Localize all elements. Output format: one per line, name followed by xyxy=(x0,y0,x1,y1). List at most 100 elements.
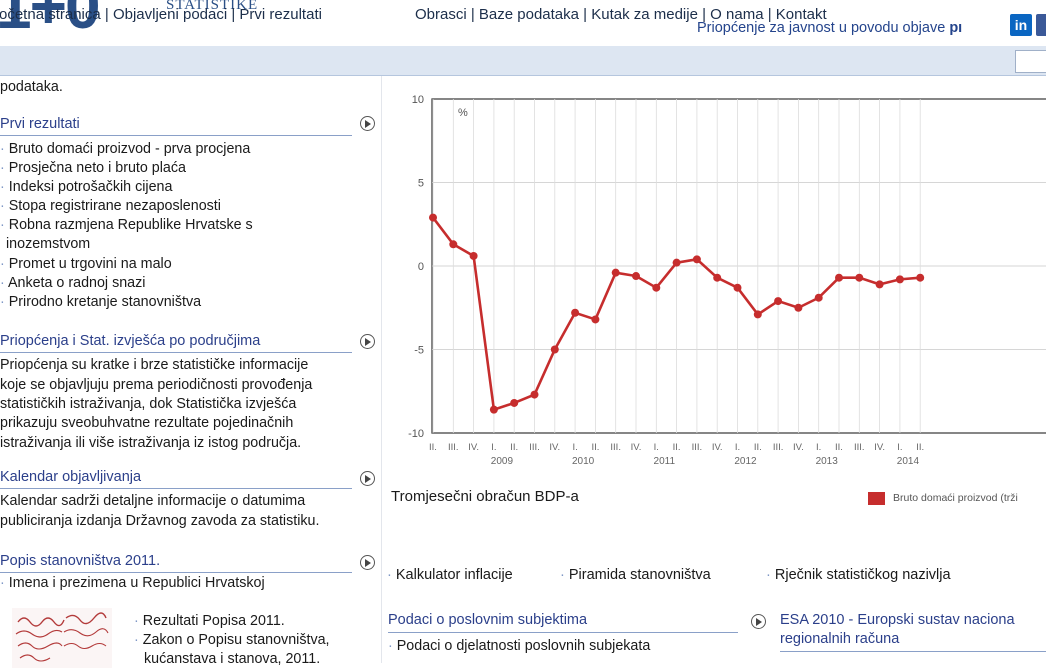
data-point[interactable] xyxy=(429,213,437,222)
linkedin-icon[interactable]: in xyxy=(1010,14,1032,36)
section-divider xyxy=(0,572,352,573)
y-tick-label: 0 xyxy=(418,261,424,273)
quick-link-piramida[interactable]: · Piramida stanovništva xyxy=(560,567,711,583)
box-title-esa-line2[interactable]: regionalnih računa xyxy=(780,631,900,647)
quick-link-rjecnik[interactable]: · Rječnik statističkog nazivlja xyxy=(766,567,951,583)
list-item-continued[interactable]: kućanstava i stanova, 2011. xyxy=(144,651,321,667)
list-item[interactable]: · Imena i prezimena u Republici Hrvatsko… xyxy=(0,575,265,591)
section-divider xyxy=(0,488,352,489)
data-point[interactable] xyxy=(855,273,864,282)
nav-left-links[interactable]: očetna stranica | Objavljeni podaci | Pr… xyxy=(0,6,322,23)
list-item-continued[interactable]: inozemstvom xyxy=(6,236,91,252)
section-title-kalendar[interactable]: Kalendar objavljivanja xyxy=(0,469,142,485)
section-divider xyxy=(0,135,352,136)
play-arrow-icon[interactable] xyxy=(360,334,375,349)
data-point[interactable] xyxy=(652,283,661,292)
chart-grid xyxy=(431,98,1046,434)
list-item[interactable]: · Robna razmjena Republike Hrvatske s xyxy=(0,217,253,233)
data-point[interactable] xyxy=(895,275,904,284)
x-tick-label: I. xyxy=(491,442,496,453)
paragraph-line: Kalendar sadrži detaljne informacije o d… xyxy=(0,493,306,509)
data-point[interactable] xyxy=(713,273,722,282)
x-tick-label: III. xyxy=(773,442,784,453)
search-input[interactable] xyxy=(1015,50,1046,73)
y-tick-labels: 10 5 0 -5 -10 xyxy=(408,94,424,440)
chart-caption[interactable]: Tromjesečni obračun BDP-a xyxy=(391,488,579,505)
box-title-poslovni[interactable]: Podaci o poslovnim subjektima xyxy=(388,612,588,628)
x-tick-label: IV. xyxy=(468,442,479,453)
data-point[interactable] xyxy=(611,268,620,277)
data-point[interactable] xyxy=(672,258,681,267)
intro-fragment: podataka. xyxy=(0,79,63,95)
play-arrow-icon[interactable] xyxy=(360,471,375,486)
list-item[interactable]: · Zakon o Popisu stanovništva, xyxy=(134,632,330,648)
facebook-icon[interactable] xyxy=(1036,14,1046,36)
quick-link-kalkulator[interactable]: · Kalkulator inflacije xyxy=(387,567,513,583)
play-arrow-icon[interactable] xyxy=(751,614,766,629)
announcement-tail: pı xyxy=(949,20,963,36)
logo[interactable]: 1+0 xyxy=(0,0,101,42)
section-title-prvi-rezultati[interactable]: Prvi rezultati xyxy=(0,116,80,132)
data-point[interactable] xyxy=(449,240,458,249)
data-point[interactable] xyxy=(916,273,925,282)
paragraph-line: prikazuju sveobuhvatne rezultate pojedin… xyxy=(0,415,294,431)
nav-right-links[interactable]: Obrasci | Baze podataka | Kutak za medij… xyxy=(415,6,827,23)
year-label: 2012 xyxy=(734,456,757,467)
paragraph-line: koje se objavljuju prema periodičnosti p… xyxy=(0,377,313,393)
x-tick-labels: II. III. IV. I. II. III. IV. I. II. III. IV. I. II. I… xyxy=(429,442,924,453)
x-tick-label: III. xyxy=(448,442,459,453)
data-point[interactable] xyxy=(733,283,742,292)
year-label: 2011 xyxy=(654,456,676,467)
announcement-text: Priopćenje za javnost u povodu objave xyxy=(697,20,946,36)
section-divider xyxy=(780,651,1046,652)
data-point[interactable] xyxy=(550,345,559,354)
data-point[interactable] xyxy=(692,255,701,264)
box-title-esa[interactable]: ESA 2010 - Europski sustav naciona xyxy=(780,612,1015,628)
play-arrow-icon[interactable] xyxy=(360,555,375,570)
data-point[interactable] xyxy=(469,251,478,260)
census-handwriting-thumbnail[interactable] xyxy=(12,608,112,668)
data-point[interactable] xyxy=(835,273,843,282)
data-point[interactable] xyxy=(489,405,498,414)
paragraph-line: istraživanja ili više istraživanja iz is… xyxy=(0,435,302,451)
site-header: 1+0 STATISTIKE Priopćenje za javnost u p… xyxy=(0,0,1046,46)
x-tick-label: I. xyxy=(654,442,659,453)
data-point[interactable] xyxy=(510,398,519,407)
list-item[interactable]: · Podaci o djelatnosti poslovnih subjeka… xyxy=(388,638,651,654)
x-tick-label: IV. xyxy=(793,442,804,453)
list-item[interactable]: · Prirodno kretanje stanovništva xyxy=(0,294,202,310)
x-tick-label: II. xyxy=(754,442,762,453)
list-item[interactable]: · Bruto domaći proizvod - prva procjena xyxy=(0,141,251,157)
play-arrow-icon[interactable] xyxy=(360,116,375,131)
x-tick-label: IV. xyxy=(631,442,642,453)
section-title-priopcenja[interactable]: Priopćenja i Stat. izvješća po područjim… xyxy=(0,333,261,349)
list-item[interactable]: · Stopa registrirane nezaposlenosti xyxy=(0,198,221,214)
data-point[interactable] xyxy=(875,280,884,289)
x-tick-label: III. xyxy=(692,442,703,453)
data-point[interactable] xyxy=(632,272,640,281)
chart-unit-label: % xyxy=(458,107,468,119)
year-labels: 2009 2010 2011 2012 2013 2014 xyxy=(491,456,920,467)
list-item[interactable]: · Indeksi potrošačkih cijena xyxy=(0,179,173,195)
data-point[interactable] xyxy=(530,390,539,399)
paragraph-line: Priopćenja su kratke i brze statističke … xyxy=(0,357,309,373)
logo-subtitle: STATISTIKE xyxy=(166,0,259,13)
data-point[interactable] xyxy=(571,308,580,317)
list-item[interactable]: · Rezultati Popisa 2011. xyxy=(134,613,285,629)
list-item[interactable]: · Anketa o radnoj snazi xyxy=(0,275,146,291)
data-point[interactable] xyxy=(794,303,803,312)
data-point[interactable] xyxy=(753,310,762,319)
x-tick-label: I. xyxy=(572,442,577,453)
data-point[interactable] xyxy=(591,315,600,324)
list-item[interactable]: · Prosječna neto i bruto plaća xyxy=(0,160,186,176)
x-tick-label: II. xyxy=(673,442,681,453)
year-label: 2010 xyxy=(572,456,595,467)
section-title-popis[interactable]: Popis stanovništva 2011. xyxy=(0,553,161,569)
legend-label: Bruto domaći proizvod (trži xyxy=(893,492,1018,504)
data-point[interactable] xyxy=(814,293,823,302)
announcement-link[interactable]: Priopćenje za javnost u povodu objave pı xyxy=(697,20,962,36)
x-tick-label: IV. xyxy=(712,442,723,453)
data-point[interactable] xyxy=(774,297,783,306)
list-item[interactable]: · Promet u trgovini na malo xyxy=(0,256,172,272)
